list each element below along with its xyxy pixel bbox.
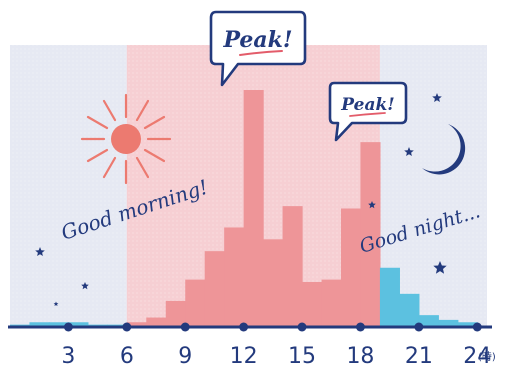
bar-hour-12 [224,227,244,327]
bar-hour-11 [205,251,225,327]
x-tick-18 [356,323,365,332]
bar-hour-15 [283,206,303,327]
bar-hour-14 [263,239,283,327]
x-tick-label-3: 3 [61,344,75,369]
x-tick-label-6: 6 [120,344,134,369]
x-tick-12 [239,323,248,332]
x-tick-15 [298,323,307,332]
bar-hour-9 [166,301,186,327]
bar-hour-16 [302,282,322,327]
x-tick-6 [122,323,131,332]
region-texture-0 [10,45,127,327]
x-axis: 3 6 9 12 15 18 21 24 (時) [8,323,496,369]
x-tick-label-21: 21 [405,344,433,369]
x-tick-label-9: 9 [178,344,192,369]
peak-label-2: Peak! [340,95,394,115]
bar-hour-13 [244,90,264,327]
bar-hour-10 [185,280,205,327]
peak-label-1: Peak! [222,27,292,53]
bar-hour-21 [399,294,419,327]
x-tick-3 [64,323,73,332]
bar-hour-18 [341,209,361,328]
x-tick-label-15: 15 [288,344,316,369]
bar-hour-20 [380,268,400,327]
x-tick-9 [181,323,190,332]
x-tick-24 [473,323,482,332]
x-tick-label-18: 18 [346,344,374,369]
x-tick-label-12: 12 [230,344,258,369]
x-axis-tick-labels: 3 6 9 12 15 18 21 24 [61,344,491,369]
x-axis-unit-label: (時) [478,351,496,363]
x-tick-21 [414,323,423,332]
bar-hour-17 [322,280,342,327]
